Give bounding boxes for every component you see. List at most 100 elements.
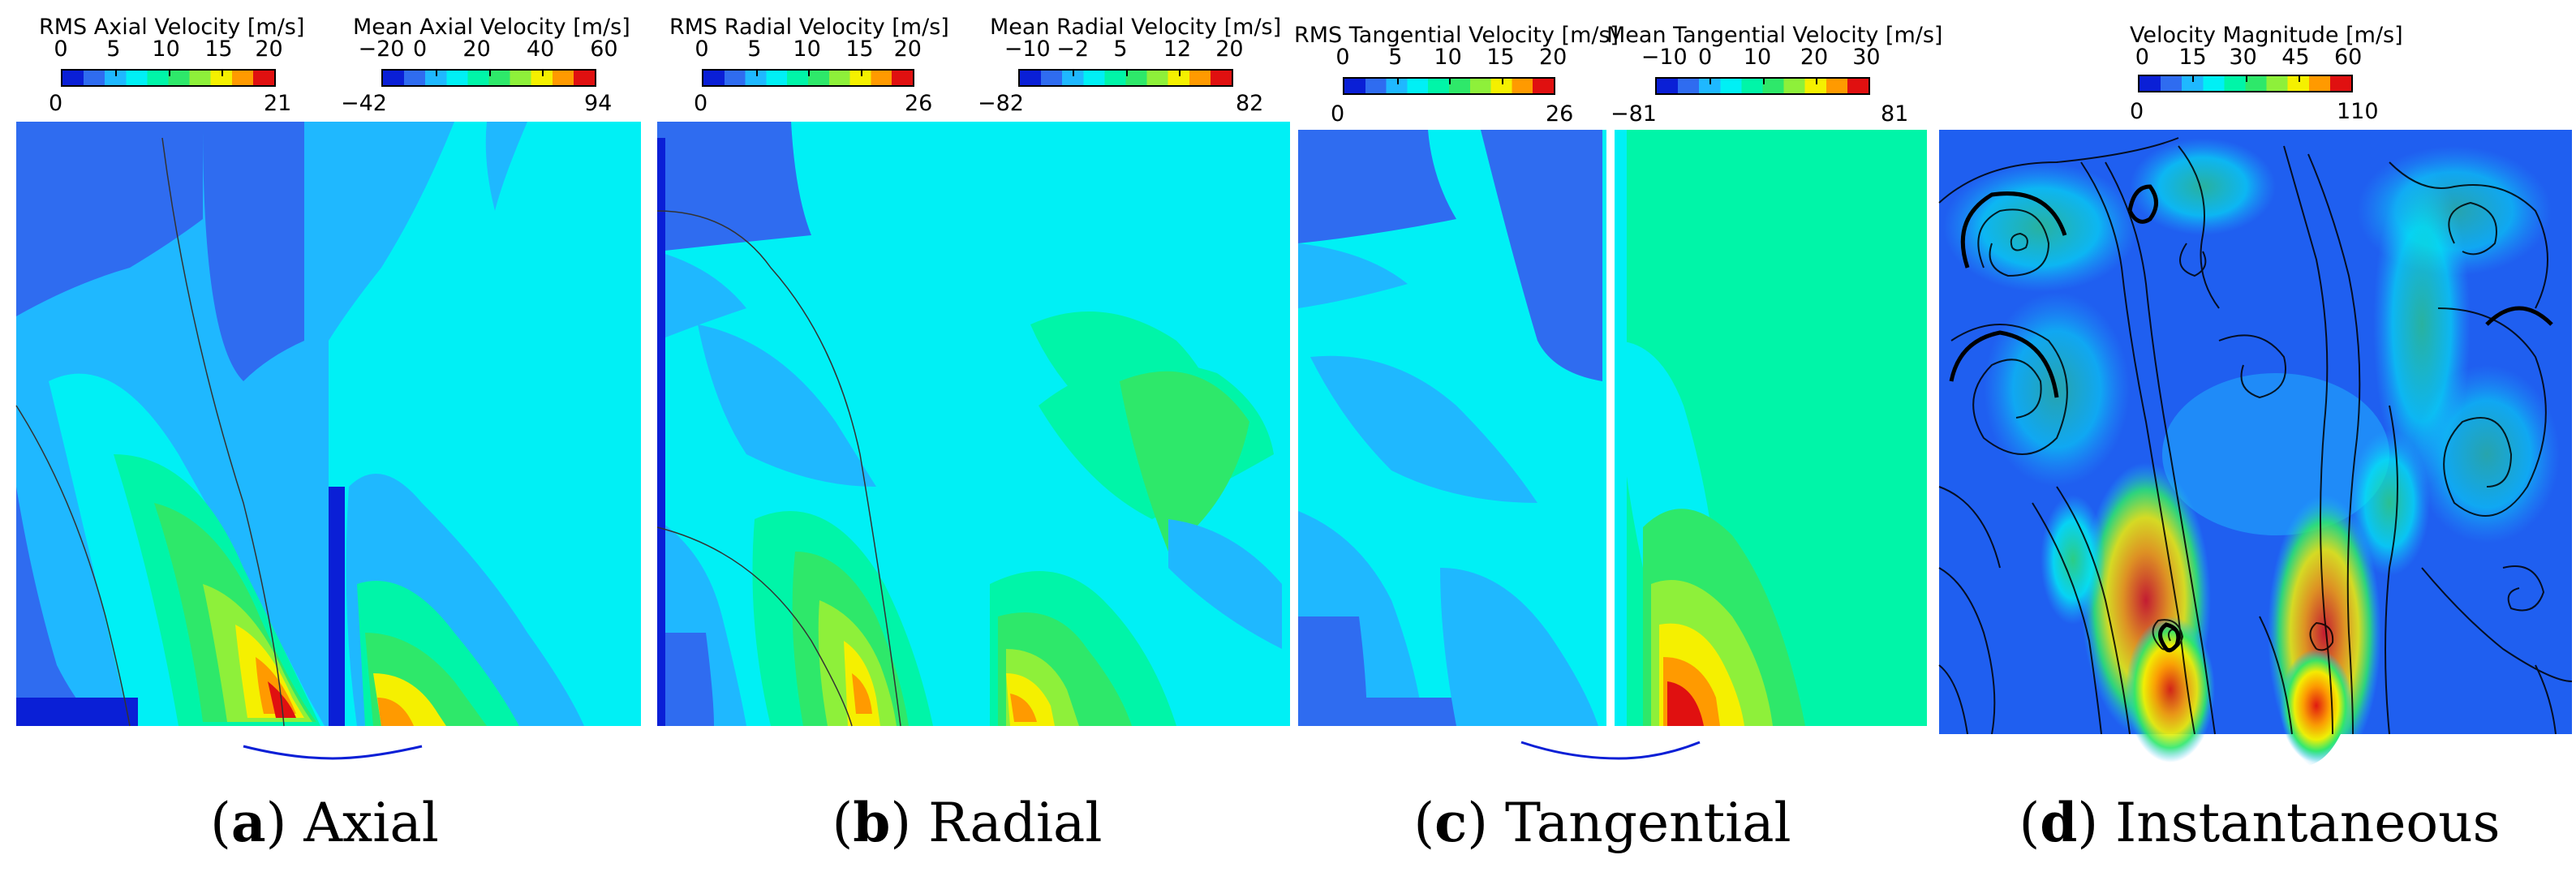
colorbar-tick-mark <box>1396 77 1399 84</box>
colorbar-tick: 5 <box>106 37 121 62</box>
colorbar-tick: 0 <box>54 37 68 62</box>
colorbar-tick: 10 <box>1434 45 1462 70</box>
colorbar-max: 94 <box>584 91 613 116</box>
colorbar-tick: −10 <box>1004 37 1051 62</box>
colorbar-tick: 12 <box>1163 37 1192 62</box>
colorbar-mean-tangential: Mean Tangential Velocity [m/s] −10 0 10 … <box>1606 0 1942 134</box>
colorbar-tick: 20 <box>255 37 283 62</box>
colorbar-tick-mark <box>1178 69 1180 76</box>
colorbar-gradient <box>61 69 276 87</box>
colorbar-title: Mean Axial Velocity [m/s] <box>353 15 630 40</box>
colorbar-tick-mark <box>1125 69 1128 76</box>
colorbar-tick: 20 <box>1215 37 1244 62</box>
colorbar-min: 0 <box>2130 99 2144 124</box>
colorbar-tick-mark <box>115 69 118 76</box>
panel-axial: RMS Axial Velocity [m/s] 0 5 10 15 20 0 … <box>0 0 649 872</box>
colorbar-tick: 15 <box>845 37 874 62</box>
colorbar-tick-mark <box>2298 75 2300 82</box>
caption-d: (d) Instantaneous <box>2019 791 2501 854</box>
colorbar-gradient <box>1343 77 1555 95</box>
colorbar-tick: 15 <box>204 37 233 62</box>
colorbar-title: RMS Axial Velocity [m/s] <box>39 15 305 40</box>
colorbar-tick: 20 <box>1539 45 1568 70</box>
colorbar-gradient <box>2138 75 2353 92</box>
colorbar-tick: 60 <box>590 37 618 62</box>
colorbar-tick-mark <box>1073 69 1075 76</box>
panel-tangential: RMS Tangential Velocity [m/s] 0 5 10 15 … <box>1294 0 1942 872</box>
colorbar-min: −42 <box>341 91 387 116</box>
colorbar-max: 26 <box>1546 101 1574 127</box>
colorbar-gradient <box>1018 69 1233 87</box>
colorbar-title: RMS Radial Velocity [m/s] <box>669 15 949 40</box>
colorbar-tick: 20 <box>893 37 922 62</box>
colorbar-tick: 60 <box>2334 45 2363 70</box>
colorbar-tick: 15 <box>1486 45 1515 70</box>
contour-axial <box>15 122 641 779</box>
caption-b: (b) Radial <box>832 791 1103 854</box>
colorbar-tick-mark <box>1709 77 1712 84</box>
contour-radial <box>656 122 1290 779</box>
colorbar-gradient <box>381 69 596 87</box>
panel-radial: RMS Radial Velocity [m/s] 0 5 10 15 20 0… <box>649 0 1294 872</box>
colorbar-mean-radial: Mean Radial Velocity [m/s] −10 −2 5 12 2… <box>978 0 1286 122</box>
colorbar-tick: 0 <box>2135 45 2149 70</box>
colorbar-tick: −2 <box>1056 37 1090 62</box>
colorbar-tick: 0 <box>1335 45 1350 70</box>
colorbar-tick: 30 <box>2229 45 2257 70</box>
colorbar-max: 82 <box>1236 91 1264 116</box>
colorbar-tick: 15 <box>2178 45 2207 70</box>
colorbar-tick: −10 <box>1641 45 1688 70</box>
colorbar-tick: 5 <box>1388 45 1403 70</box>
colorbar-tick: 40 <box>526 37 555 62</box>
colorbar-gradient <box>1655 77 1870 95</box>
colorbar-rms-tangential: RMS Tangential Velocity [m/s] 0 5 10 15 … <box>1294 0 1619 134</box>
colorbar-tick: 45 <box>2281 45 2310 70</box>
colorbar-tick: −20 <box>358 37 405 62</box>
colorbar-min: −81 <box>1611 101 1657 127</box>
colorbar-max: 110 <box>2337 99 2379 124</box>
contour-tangential <box>1298 130 1927 779</box>
colorbar-title: RMS Tangential Velocity [m/s] <box>1294 23 1619 48</box>
colorbar-tick-mark <box>541 69 544 76</box>
colorbar-title: Velocity Magnitude [m/s] <box>2130 23 2403 48</box>
colorbar-tick: 20 <box>1800 45 1829 70</box>
colorbar-min: 0 <box>694 91 708 116</box>
colorbar-tick-mark <box>488 69 491 76</box>
colorbar-tick-mark <box>436 69 438 76</box>
colorbar-min: 0 <box>49 91 63 116</box>
colorbar-tick-mark <box>1762 77 1765 84</box>
colorbar-title: Mean Tangential Velocity [m/s] <box>1606 23 1943 48</box>
colorbar-velocity-magnitude: Velocity Magnitude [m/s] 0 15 30 45 60 0… <box>2097 0 2422 130</box>
colorbar-min: 0 <box>1331 101 1345 127</box>
colorbar-tick-mark <box>755 69 758 76</box>
caption-a: (a) Axial <box>210 791 439 854</box>
colorbar-gradient <box>702 69 914 87</box>
colorbar-tick-mark <box>1815 77 1817 84</box>
colorbar-tick: 10 <box>1743 45 1772 70</box>
colorbar-max: 21 <box>264 91 292 116</box>
caption-c: (c) Tangential <box>1413 791 1791 854</box>
colorbar-tick: 20 <box>462 37 491 62</box>
colorbar-tick: 0 <box>1698 45 1713 70</box>
colorbar-title: Mean Radial Velocity [m/s] <box>990 15 1282 40</box>
colorbar-tick-mark <box>1501 77 1503 84</box>
streamline-field <box>1938 130 2573 779</box>
colorbar-tick: 0 <box>413 37 428 62</box>
colorbar-rms-radial: RMS Radial Velocity [m/s] 0 5 10 15 20 0… <box>653 0 949 122</box>
colorbar-tick-mark <box>2245 75 2247 82</box>
colorbar-tick-mark <box>808 69 810 76</box>
colorbar-tick: 5 <box>747 37 762 62</box>
colorbar-tick: 5 <box>1113 37 1128 62</box>
colorbar-mean-axial: Mean Axial Velocity [m/s] −20 0 20 40 60… <box>341 0 649 122</box>
colorbar-tick: 30 <box>1852 45 1881 70</box>
colorbar-tick-mark <box>860 69 862 76</box>
colorbar-tick-mark <box>168 69 170 76</box>
colorbar-tick-mark <box>1449 77 1451 84</box>
colorbar-tick-mark <box>2192 75 2195 82</box>
colorbar-tick-mark <box>221 69 223 76</box>
panel-instantaneous: Velocity Magnitude [m/s] 0 15 30 45 60 0… <box>1935 0 2576 872</box>
colorbar-max: 81 <box>1881 101 1909 127</box>
colorbar-tick: 10 <box>793 37 821 62</box>
colorbar-min: −82 <box>978 91 1024 116</box>
colorbar-max: 26 <box>905 91 933 116</box>
